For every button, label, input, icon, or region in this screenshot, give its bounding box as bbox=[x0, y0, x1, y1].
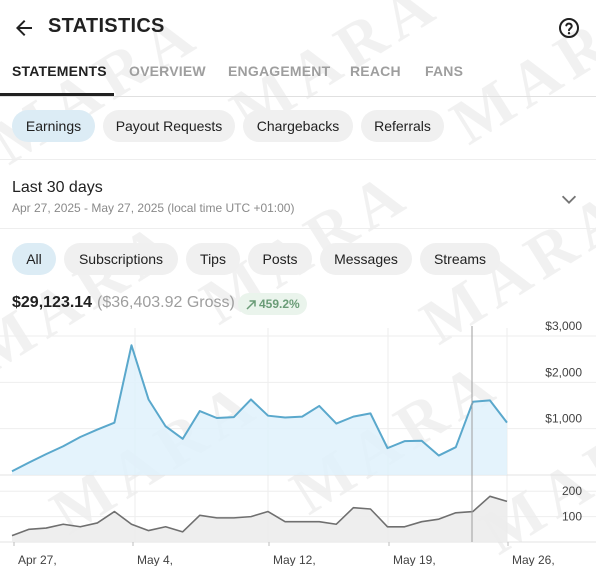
y-tick-label: $2,000 bbox=[545, 365, 582, 379]
y-tick-label: 200 bbox=[562, 484, 582, 498]
x-tick-label: Apr 27, bbox=[18, 553, 57, 566]
filter-all[interactable]: All bbox=[12, 243, 56, 275]
tab-reach[interactable]: REACH bbox=[350, 63, 401, 79]
tab-statements[interactable]: STATEMENTS bbox=[12, 63, 107, 79]
filter-tips[interactable]: Tips bbox=[186, 243, 240, 275]
y-tick-label: $1,000 bbox=[545, 412, 582, 426]
x-tick-label: May 19, bbox=[393, 553, 436, 566]
divider bbox=[0, 159, 596, 160]
y-tick-label: 100 bbox=[562, 510, 582, 524]
chevron-down-icon[interactable] bbox=[558, 188, 580, 210]
earnings-chart[interactable]: $1,000 $2,000 $3,000 100 200 Apr 27, May 4, May… bbox=[0, 318, 596, 566]
tab-engagement[interactable]: ENGAGEMENT bbox=[228, 63, 331, 79]
chip-referrals[interactable]: Referrals bbox=[361, 110, 444, 142]
chip-payout-requests[interactable]: Payout Requests bbox=[103, 110, 235, 142]
y-tick-label: $3,000 bbox=[545, 319, 582, 333]
gross-earnings: ($36,403.92 Gross) bbox=[97, 294, 235, 311]
chip-chargebacks[interactable]: Chargebacks bbox=[243, 110, 353, 142]
net-earnings: $29,123.14 bbox=[12, 294, 93, 311]
x-tick-label: May 12, bbox=[273, 553, 316, 566]
chip-earnings[interactable]: Earnings bbox=[12, 110, 95, 142]
x-tick-label: May 26, bbox=[512, 553, 555, 566]
trend-up-icon bbox=[246, 300, 256, 310]
app-bar: STATISTICS bbox=[0, 0, 596, 56]
stats-tabs: STATEMENTS OVERVIEW ENGAGEMENT REACH FAN… bbox=[0, 56, 596, 97]
filter-messages[interactable]: Messages bbox=[320, 243, 412, 275]
x-tick-label: May 4, bbox=[137, 553, 173, 566]
divider bbox=[0, 228, 596, 229]
back-arrow-icon[interactable] bbox=[12, 16, 36, 40]
page-title: STATISTICS bbox=[48, 15, 165, 37]
earnings-line bbox=[11, 344, 508, 473]
period-label: Last 30 days bbox=[12, 179, 103, 196]
filter-streams[interactable]: Streams bbox=[420, 243, 500, 275]
change-badge: 459.2% bbox=[238, 293, 307, 315]
earnings-area bbox=[12, 345, 507, 475]
change-value: 459.2% bbox=[259, 297, 300, 311]
count-line bbox=[11, 495, 508, 537]
active-tab-indicator bbox=[0, 93, 114, 96]
tab-overview[interactable]: OVERVIEW bbox=[129, 63, 206, 79]
help-icon[interactable] bbox=[557, 16, 581, 40]
count-area bbox=[12, 496, 507, 542]
period-range: Apr 27, 2025 - May 27, 2025 (local time … bbox=[12, 201, 295, 215]
filter-subscriptions[interactable]: Subscriptions bbox=[64, 243, 178, 275]
tab-fans[interactable]: FANS bbox=[425, 63, 464, 79]
filter-posts[interactable]: Posts bbox=[248, 243, 312, 275]
